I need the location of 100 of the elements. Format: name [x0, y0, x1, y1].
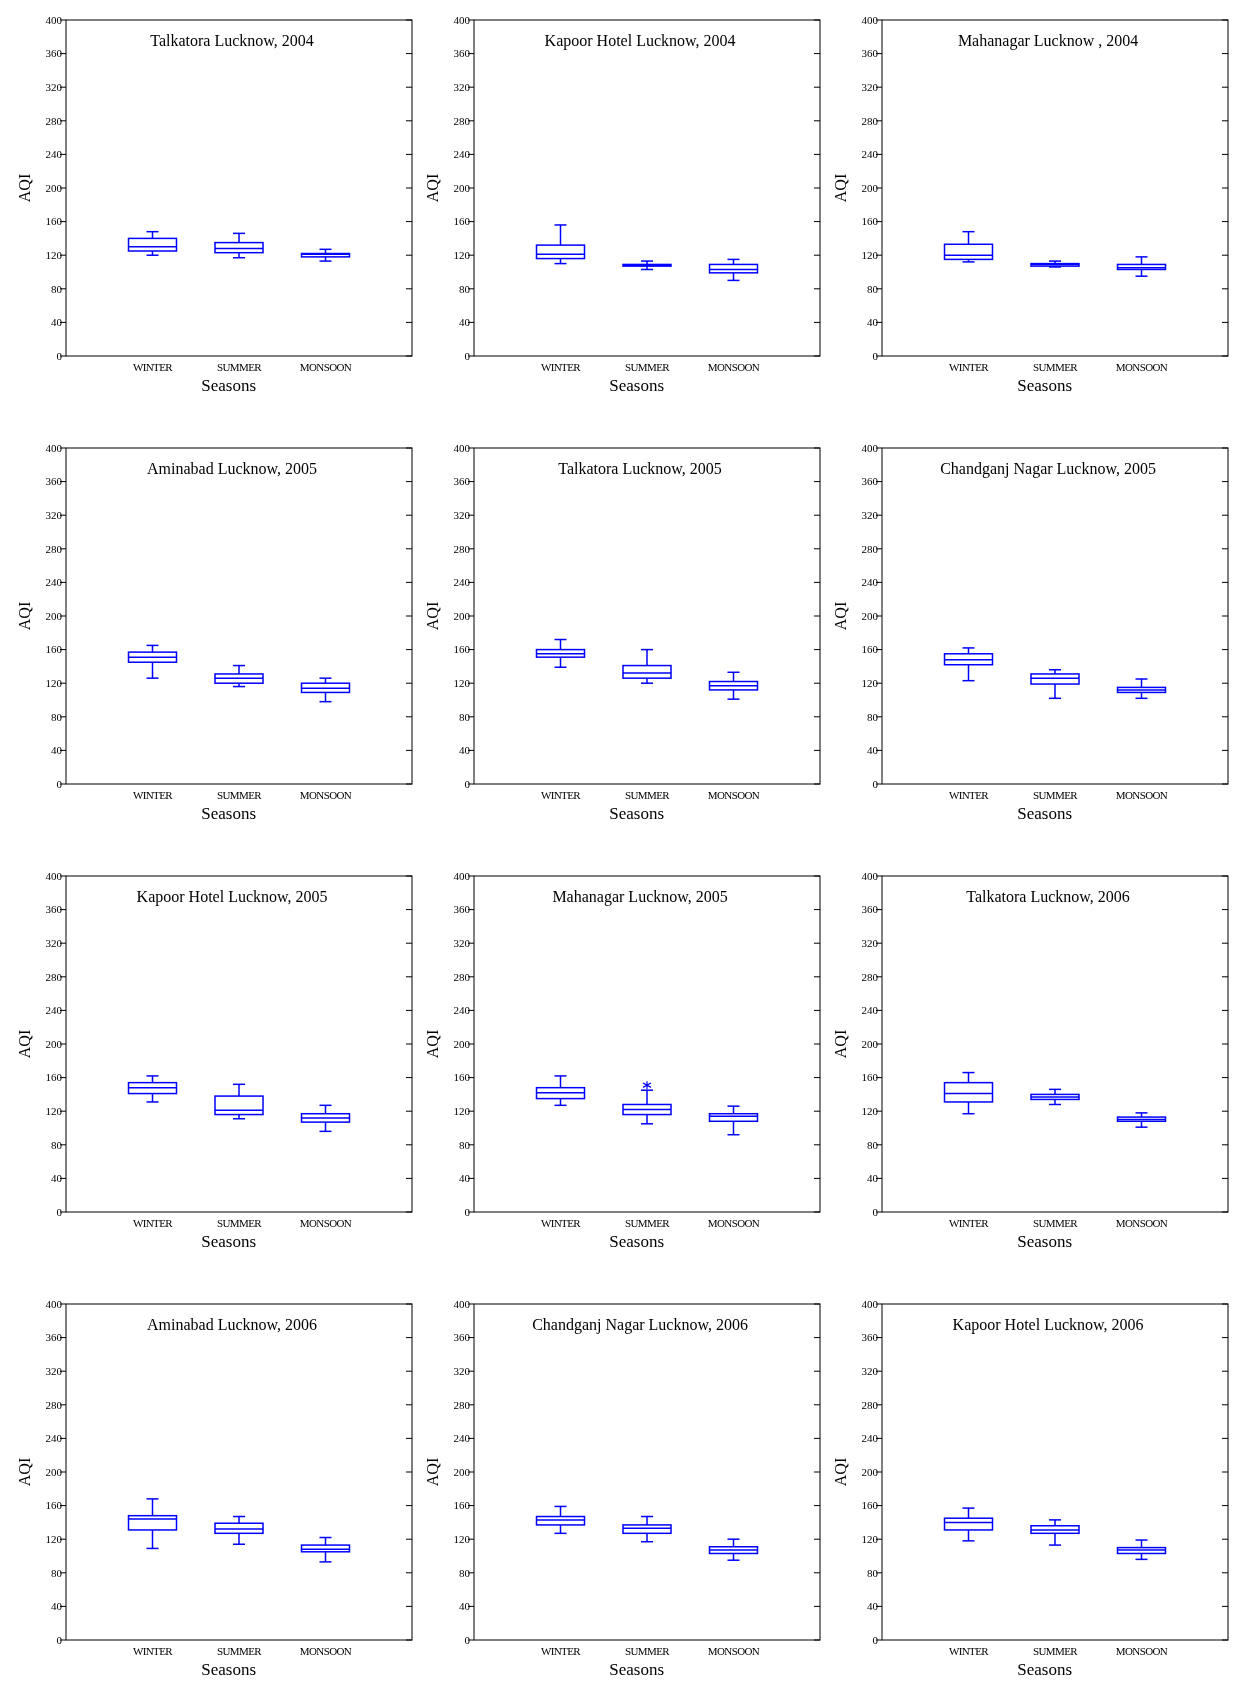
y-axis-title: AQI	[424, 1029, 441, 1059]
y-tick-label: 200	[453, 609, 471, 622]
y-tick-label: 400	[453, 441, 471, 454]
y-axis-title: AQI	[16, 173, 33, 203]
y-tick-label: 40	[867, 744, 879, 757]
y-axis-title: AQI	[16, 1029, 33, 1059]
y-tick-label: 280	[453, 970, 471, 983]
y-tick-label: 160	[45, 643, 63, 656]
y-tick-label: 200	[861, 1465, 879, 1478]
text: Aminabad Lucknow, 2005	[147, 460, 318, 477]
y-tick-label: 360	[453, 47, 471, 60]
y-axis-title: AQI	[16, 601, 33, 631]
y-tick-label: 400	[45, 441, 63, 454]
y-tick-label: 320	[861, 81, 879, 94]
x-tick-label: SUMMER	[624, 361, 671, 373]
x-axis-title: Seasons	[609, 1232, 665, 1251]
y-tick-label: 40	[459, 744, 471, 757]
y-tick-label: 200	[453, 1037, 471, 1050]
x-tick-label: WINTER	[132, 361, 174, 373]
x-tick-label: WINTER	[540, 361, 582, 373]
x-tick-label: SUMMER	[624, 789, 671, 801]
x-tick-label: MONSOON	[1115, 1645, 1168, 1657]
x-axis-title: Seasons	[609, 804, 665, 823]
y-tick-label: 160	[453, 1071, 471, 1084]
x-axis-title: Seasons	[1017, 804, 1073, 823]
y-tick-label: 280	[861, 1398, 879, 1411]
y-tick-label: 320	[45, 509, 63, 522]
text: Kapoor Hotel Lucknow, 2005	[136, 888, 328, 906]
text: Talkatora Lucknow, 2005	[558, 460, 722, 477]
y-tick-label: 400	[453, 1297, 471, 1310]
y-tick-label: 40	[459, 316, 471, 329]
x-tick-label: SUMMER	[216, 361, 263, 373]
x-tick-label: MONSOON	[707, 361, 760, 373]
y-tick-label: 40	[867, 1600, 879, 1613]
y-tick-label: 160	[861, 1071, 879, 1084]
y-tick-label: 200	[861, 1037, 879, 1050]
y-tick-label: 0	[464, 349, 471, 362]
y-tick-label: 160	[861, 643, 879, 656]
y-tick-label: 280	[453, 542, 471, 555]
y-tick-label: 240	[453, 1432, 471, 1445]
y-tick-label: 0	[56, 1205, 63, 1218]
y-tick-label: 80	[867, 282, 879, 295]
y-tick-label: 120	[453, 249, 471, 262]
y-tick-label: 0	[464, 1205, 471, 1218]
y-tick-label: 400	[453, 13, 471, 26]
x-tick-label: SUMMER	[1032, 1217, 1079, 1229]
y-tick-label: 240	[453, 148, 471, 161]
y-tick-label: 80	[51, 282, 63, 295]
x-tick-label: MONSOON	[299, 1217, 352, 1229]
text: Kapoor Hotel Lucknow, 2004	[544, 32, 736, 50]
x-tick-label: SUMMER	[216, 789, 263, 801]
y-tick-label: 320	[453, 509, 471, 522]
y-tick-label: 40	[867, 316, 879, 329]
y-tick-label: 280	[861, 114, 879, 127]
y-tick-label: 320	[861, 1365, 879, 1378]
y-axis-title: AQI	[424, 601, 441, 631]
y-tick-label: 200	[453, 1465, 471, 1478]
y-tick-label: 120	[861, 1533, 879, 1546]
y-tick-label: 200	[45, 1465, 63, 1478]
y-tick-label: 400	[861, 13, 879, 26]
text: Talkatora Lucknow, 2004	[150, 32, 314, 49]
y-tick-label: 160	[861, 1499, 879, 1512]
text: Kapoor Hotel Lucknow, 2006	[952, 1316, 1144, 1334]
text: Aminabad Lucknow, 2006	[147, 1316, 318, 1333]
x-tick-label: WINTER	[948, 1217, 990, 1229]
y-tick-label: 320	[45, 1365, 63, 1378]
x-tick-label: SUMMER	[1032, 361, 1079, 373]
y-tick-label: 320	[453, 81, 471, 94]
y-axis-title: AQI	[832, 1457, 849, 1487]
x-tick-label: SUMMER	[216, 1645, 263, 1657]
y-tick-label: 120	[45, 1105, 63, 1118]
y-tick-label: 320	[453, 937, 471, 950]
y-tick-label: 0	[872, 1633, 879, 1646]
y-tick-label: 40	[51, 744, 63, 757]
y-tick-label: 240	[453, 576, 471, 589]
y-tick-label: 160	[45, 1071, 63, 1084]
y-tick-label: 160	[453, 643, 471, 656]
x-tick-label: SUMMER	[624, 1645, 671, 1657]
x-tick-label: SUMMER	[216, 1217, 263, 1229]
y-tick-label: 400	[45, 1297, 63, 1310]
y-tick-label: 280	[453, 114, 471, 127]
text: Talkatora Lucknow, 2006	[966, 888, 1130, 905]
y-tick-label: 160	[45, 1499, 63, 1512]
y-tick-label: 240	[45, 1004, 63, 1017]
y-tick-label: 0	[872, 349, 879, 362]
x-tick-label: WINTER	[132, 1217, 174, 1229]
y-tick-label: 360	[453, 1331, 471, 1344]
y-tick-label: 280	[45, 970, 63, 983]
x-tick-label: WINTER	[948, 1645, 990, 1657]
y-tick-label: 120	[45, 1533, 63, 1546]
y-tick-label: 80	[51, 1138, 63, 1151]
y-tick-label: 320	[45, 81, 63, 94]
y-tick-label: 360	[45, 475, 63, 488]
y-tick-label: 40	[51, 1172, 63, 1185]
y-tick-label: 0	[56, 777, 63, 790]
x-tick-label: SUMMER	[1032, 1645, 1079, 1657]
y-tick-label: 0	[872, 1205, 879, 1218]
y-axis-title: AQI	[16, 1457, 33, 1487]
x-tick-label: WINTER	[540, 1217, 582, 1229]
y-tick-label: 160	[453, 1499, 471, 1512]
